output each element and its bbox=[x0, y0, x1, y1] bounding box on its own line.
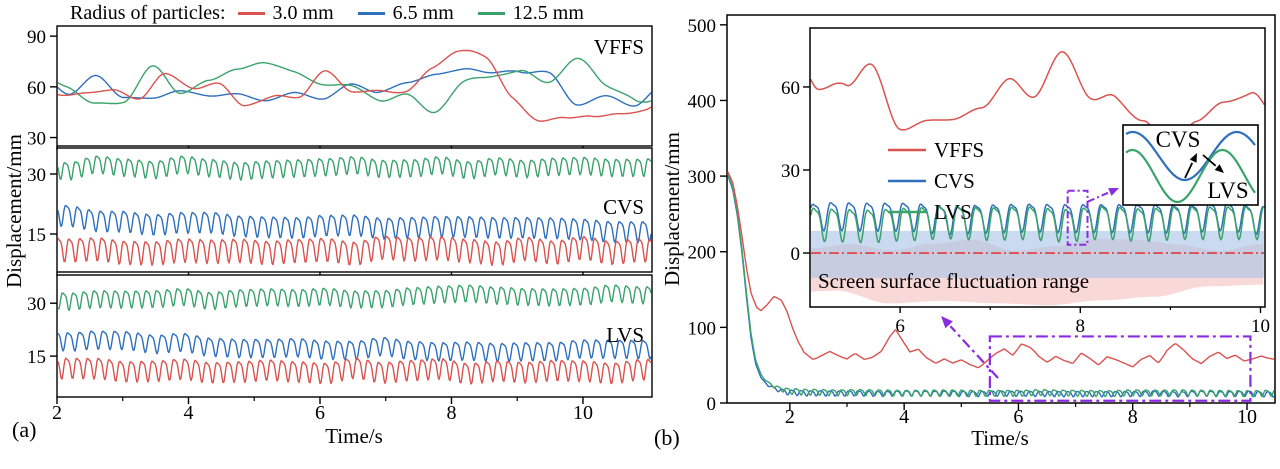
x-tick-label: 4 bbox=[899, 406, 909, 428]
panel-a-ylabel: Displacement/mm bbox=[2, 134, 26, 288]
inset-y-tick-label: 0 bbox=[791, 244, 801, 265]
legend-item-3mm: 3.0 mm bbox=[237, 1, 334, 25]
series-12-5-mm bbox=[57, 155, 652, 181]
zoom-region-rect bbox=[988, 335, 1252, 402]
legend-label-6mm: 6.5 mm bbox=[392, 1, 454, 24]
panel-b-ylabel: Displacement/mm bbox=[660, 132, 684, 286]
legend-swatch-red bbox=[237, 11, 265, 15]
series-3-0-mm bbox=[57, 235, 652, 267]
inset-legend-label-lvs: LVS bbox=[934, 200, 972, 224]
inner-cvs-curve bbox=[1125, 130, 1256, 182]
inner-inset: CVS LVS bbox=[1122, 124, 1259, 206]
series-6-5-mm bbox=[57, 68, 652, 107]
y-tick-label: 100 bbox=[688, 318, 717, 339]
panel-b-letter: (b) bbox=[654, 425, 680, 450]
y-tick-label: 90 bbox=[27, 27, 46, 48]
y-tick-label: 15 bbox=[27, 225, 46, 246]
series-3-0-mm bbox=[57, 49, 652, 122]
inset-x-tick-label: 8 bbox=[1076, 316, 1086, 337]
series-6-5-mm bbox=[57, 330, 652, 363]
y-tick-label: 30 bbox=[27, 129, 46, 150]
panel-a-subplot-vffs: 30 60 90 VFFS bbox=[27, 25, 653, 150]
fluctuation-range-label: Screen surface fluctuation range bbox=[818, 269, 1089, 293]
legend-item-6mm: 6.5 mm bbox=[357, 1, 454, 25]
inner-label-cvs: CVS bbox=[1156, 127, 1201, 152]
panel-a-legend: Radius of particles: 3.0 mm 6.5 mm 12.5 … bbox=[70, 1, 608, 25]
inset-y-tick-label: 30 bbox=[781, 161, 800, 182]
subplot-label-lvs: LVS bbox=[606, 323, 644, 347]
x-tick-label: 4 bbox=[183, 402, 193, 424]
y-tick-label: 500 bbox=[688, 16, 717, 37]
y-tick-label: 200 bbox=[688, 243, 717, 264]
y-tick-label: 30 bbox=[27, 294, 46, 315]
series-3-0-mm bbox=[57, 357, 652, 385]
panel-b-xlabel: Time/s bbox=[971, 426, 1029, 450]
legend-label-12mm: 12.5 mm bbox=[512, 1, 584, 24]
fluctuation-band-blue bbox=[811, 230, 1264, 278]
series-lvs bbox=[727, 173, 1275, 398]
series-vffs bbox=[727, 171, 1275, 369]
series-6-5-mm bbox=[57, 204, 652, 244]
panel-a-subplot-lvs: 15 30 2 4 6 8 10 LVS bbox=[27, 274, 653, 424]
legend-swatch-green bbox=[477, 11, 505, 15]
inset-zoom-rect bbox=[1066, 189, 1089, 246]
series-lvs bbox=[810, 205, 1265, 244]
y-tick-label: 400 bbox=[688, 91, 717, 112]
panel-a-letter: (a) bbox=[12, 417, 37, 442]
y-tick-label: 0 bbox=[707, 394, 717, 415]
x-tick-label: 6 bbox=[1013, 406, 1023, 428]
subplot-label-vffs: VFFS bbox=[594, 35, 644, 59]
x-tick-label: 2 bbox=[52, 402, 62, 424]
legend-title: Radius of particles: bbox=[70, 1, 226, 24]
x-tick-label: 10 bbox=[1237, 406, 1257, 428]
plot-frame bbox=[56, 147, 653, 273]
inset-x-tick-label: 10 bbox=[1251, 316, 1270, 337]
x-tick-label: 10 bbox=[573, 402, 593, 424]
x-tick-label: 6 bbox=[315, 402, 325, 424]
y-tick-label: 300 bbox=[688, 167, 717, 188]
x-tick-label: 8 bbox=[1128, 406, 1138, 428]
inset-legend-label-vffs: VFFS bbox=[934, 138, 984, 162]
x-tick-label: 2 bbox=[785, 406, 795, 428]
series-12-5-mm bbox=[57, 57, 652, 114]
inner-label-lvs: LVS bbox=[1207, 178, 1248, 203]
panel-a-xlabel: Time/s bbox=[325, 424, 383, 448]
subplot-label-cvs: CVS bbox=[603, 195, 644, 219]
panel-a-subplot-cvs: 15 30 CVS bbox=[27, 147, 653, 276]
y-tick-label: 60 bbox=[27, 78, 46, 99]
inset-y-tick-label: 60 bbox=[781, 78, 800, 99]
inset-frame bbox=[809, 27, 1266, 308]
inner-lvs-curve bbox=[1125, 148, 1256, 204]
y-tick-label: 30 bbox=[27, 165, 46, 186]
legend-item-12mm: 12.5 mm bbox=[477, 1, 584, 25]
y-tick-label: 15 bbox=[27, 347, 46, 368]
plot-frame bbox=[56, 274, 653, 398]
inset-legend-label-cvs: CVS bbox=[934, 169, 975, 193]
x-tick-label: 8 bbox=[446, 402, 456, 424]
inset-x-tick-label: 6 bbox=[895, 316, 905, 337]
legend-swatch-blue bbox=[357, 11, 385, 15]
legend-label-3mm: 3.0 mm bbox=[272, 1, 334, 24]
series-12-5-mm bbox=[57, 284, 652, 312]
